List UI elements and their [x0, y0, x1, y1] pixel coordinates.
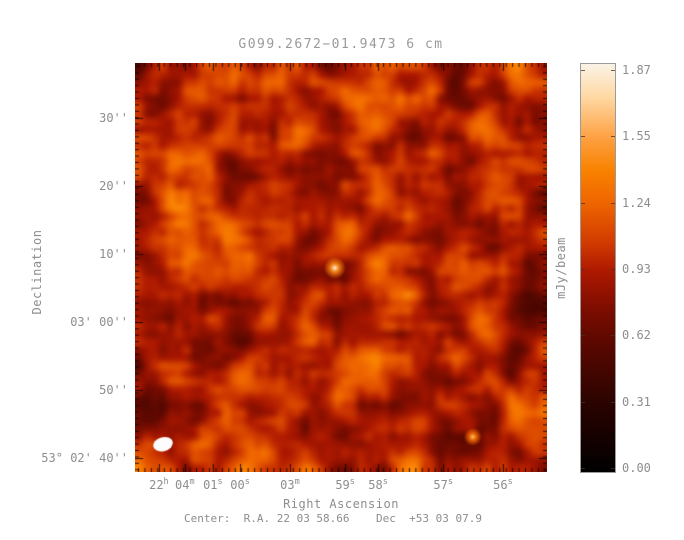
colorbar-tick-mark — [581, 335, 585, 337]
dec-axis-label: Declination — [30, 229, 44, 315]
colorbar-tick-label: 0.31 — [622, 394, 651, 409]
colorbar-tick-label: 0.62 — [622, 328, 651, 343]
dec-tick-label: 20'' — [99, 178, 128, 193]
dec-tick-label: 03' 00'' — [70, 315, 128, 330]
ra-tick-label: 59s — [335, 477, 355, 492]
center-caption: Center: R.A. 22 03 58.66 Dec +53 03 07.9 — [183, 512, 482, 525]
colorbar-unit-label: mJy/beam — [554, 237, 568, 299]
dec-tick-label: 30'' — [99, 111, 128, 125]
colorbar-tick-mark — [611, 269, 615, 270]
colorbar-tick-mark — [581, 468, 585, 469]
ra-axis-label: Right Ascension — [283, 497, 399, 511]
radio-intensity-map — [135, 63, 547, 472]
ra-tick-label: 57s — [433, 477, 453, 492]
dec-tick-label: 50'' — [99, 382, 128, 397]
colorbar-tick-label: 1.87 — [622, 63, 651, 77]
colorbar-tick-label: 1.24 — [622, 195, 651, 210]
colorbar-tick-mark — [581, 401, 585, 403]
colorbar-tick-mark — [611, 202, 615, 204]
dec-tick-label: 53° 02' 40'' — [41, 451, 128, 465]
colorbar-tick-mark — [611, 401, 615, 403]
ra-tick-label: 03m — [280, 477, 300, 492]
dec-tick-label: 10'' — [99, 247, 128, 261]
ra-tick-label: 22h — [149, 477, 169, 492]
ra-tick-label: 58s — [368, 477, 388, 492]
colorbar-tick-mark — [581, 136, 585, 138]
colorbar-tick-mark — [611, 468, 615, 469]
colorbar — [580, 63, 616, 473]
colorbar-tick-mark — [581, 70, 585, 71]
colorbar-tick-label: 1.55 — [622, 129, 651, 144]
colorbar-tick-mark — [581, 202, 585, 204]
colorbar-tick-mark — [611, 335, 615, 337]
ra-tick-label: 00s — [230, 477, 250, 492]
ra-tick-label: 56s — [493, 477, 513, 492]
colorbar-tick-label: 0.93 — [622, 262, 651, 276]
colorbar-tick-mark — [611, 70, 615, 71]
ra-tick-label: 01s — [203, 477, 223, 492]
colorbar-tick-label: 0.00 — [622, 461, 651, 475]
figure-title: G099.2672−01.9473 6 cm — [238, 37, 444, 52]
colorbar-tick-mark — [611, 136, 615, 138]
colorbar-tick-mark — [581, 269, 585, 270]
ra-tick-label: 04m — [175, 477, 195, 492]
